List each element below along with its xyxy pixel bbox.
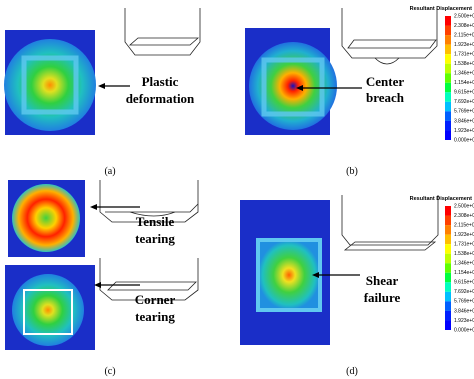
legend-swatch [445, 82, 451, 93]
legend-label: 9.615e+00 [454, 90, 474, 96]
legend-swatch [445, 310, 451, 321]
simulation-c-bottom [5, 265, 95, 350]
legend-label: 1.538e+01 [454, 61, 474, 67]
legend-label: 2.500e+01 [454, 13, 474, 19]
legend-swatch [445, 120, 451, 131]
legend-label: 2.308e+01 [454, 213, 474, 219]
arrow-head [94, 282, 101, 288]
legend-label: 1.731e+01 [454, 241, 474, 247]
legend-swatch [445, 35, 451, 45]
simulation-c-top [8, 180, 85, 257]
legend-label: 7.692e+00 [454, 289, 474, 295]
legend-label: 1.346e+01 [454, 261, 474, 267]
annotation: Corner [135, 292, 176, 307]
legend-label: 0.000e+00 [454, 137, 474, 143]
legend-swatch [445, 272, 451, 283]
legend-swatch [445, 130, 451, 140]
sketch-d [341, 195, 439, 251]
legend-swatch [445, 225, 451, 235]
arrow-head [296, 85, 303, 91]
legend-swatch [445, 263, 451, 273]
sketch-a [124, 8, 201, 56]
arrow-head [90, 204, 97, 210]
legend-label: 2.500e+01 [454, 203, 474, 209]
legend-label: 7.692e+00 [454, 99, 474, 105]
legend-swatch [445, 234, 451, 245]
sketch-b [341, 8, 438, 65]
panel-label: (d) [346, 366, 358, 377]
legend-swatch [445, 25, 451, 36]
simulation-d [240, 200, 330, 345]
annotation: Center [366, 74, 404, 89]
legend-title: Resultant Displacement [410, 6, 473, 12]
legend-swatch [445, 320, 451, 330]
annotation: Plastic [142, 74, 179, 89]
annotation: Tensile [136, 214, 175, 229]
panel-label: (c) [104, 366, 115, 377]
legend-label: 1.923e+00 [454, 128, 474, 134]
annotation: failure [364, 290, 401, 305]
legend-label: 1.923e+01 [454, 232, 474, 238]
legend-label: 1.346e+01 [454, 71, 474, 77]
legend-swatch [445, 291, 451, 302]
legend-label: 0.000e+00 [454, 327, 474, 333]
legend-swatch [445, 111, 451, 121]
legend-swatch [445, 206, 451, 216]
simulation-b [245, 28, 337, 135]
panel-label: (b) [346, 166, 358, 177]
legend-swatch [445, 215, 451, 226]
legend-label: 5.769e+00 [454, 109, 474, 115]
arrow-head [98, 83, 105, 89]
legend-label: 2.308e+01 [454, 23, 474, 29]
legend-label: 5.769e+00 [454, 299, 474, 305]
legend-label: 2.115e+01 [454, 32, 474, 38]
legend-label: 2.115e+01 [454, 222, 474, 228]
legend-title: Resultant Displacement [410, 196, 473, 202]
legend-swatch [445, 92, 451, 102]
legend-swatch [445, 16, 451, 26]
legend-label: 3.846e+00 [454, 308, 474, 314]
panel-label: (a) [104, 166, 115, 177]
annotation: breach [366, 90, 405, 105]
legend-label: 1.923e+00 [454, 318, 474, 324]
arrow-head [312, 272, 319, 278]
legend-label: 1.731e+01 [454, 51, 474, 57]
legend-swatch [445, 73, 451, 83]
legend-swatch [445, 282, 451, 292]
annotation: deformation [126, 91, 195, 106]
legend-label: 1.538e+01 [454, 251, 474, 257]
annotation: tearing [135, 309, 175, 324]
legend-swatch [445, 63, 451, 74]
legend-label: 1.154e+01 [454, 80, 474, 86]
legend-swatch [445, 301, 451, 311]
legend-label: 9.615e+00 [454, 280, 474, 286]
simulation-a [4, 30, 96, 135]
legend-swatch [445, 244, 451, 254]
legend-swatch [445, 54, 451, 64]
annotation: tearing [135, 231, 175, 246]
legend-swatch [445, 44, 451, 55]
legend-label: 1.154e+01 [454, 270, 474, 276]
legend-label: 1.923e+01 [454, 42, 474, 48]
legend-swatch [445, 101, 451, 112]
annotation: Shear [366, 273, 399, 288]
legend-label: 3.846e+00 [454, 118, 474, 124]
legend-swatch [445, 253, 451, 264]
